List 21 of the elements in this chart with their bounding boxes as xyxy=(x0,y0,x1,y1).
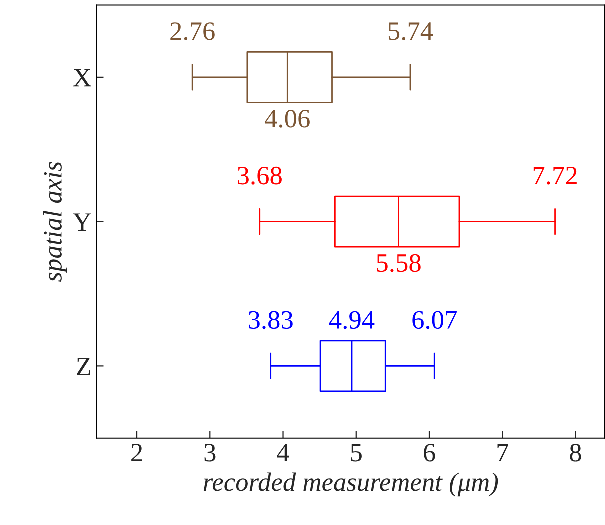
y-tick-label: X xyxy=(73,69,92,87)
annotation: 2.76 xyxy=(170,22,215,40)
y-axis-title: spatial axis xyxy=(43,162,68,282)
annotation: 6.07 xyxy=(412,311,457,330)
annotation: 7.72 xyxy=(534,166,577,185)
x-tick-label: 2 xyxy=(132,444,142,462)
annotation: 5.58 xyxy=(377,254,421,272)
x-axis-title: recorded measurement (μm) xyxy=(204,472,498,497)
y-tick-label: Y xyxy=(73,214,92,231)
annotation: 4.06 xyxy=(265,110,310,128)
y-tick-label: Z xyxy=(77,358,90,376)
annotation: 4.94 xyxy=(329,311,375,330)
x-tick-label: 4 xyxy=(277,444,290,462)
annotation: 5.74 xyxy=(388,22,434,40)
annotation: 3.68 xyxy=(238,166,282,185)
x-tick-label: 6 xyxy=(424,444,436,462)
x-tick-label: 5 xyxy=(351,444,362,462)
x-tick-label: 3 xyxy=(204,444,216,462)
x-tick-label: 8 xyxy=(570,444,582,462)
x-tick-label: 7 xyxy=(498,444,508,462)
annotation: 3.83 xyxy=(249,311,293,330)
